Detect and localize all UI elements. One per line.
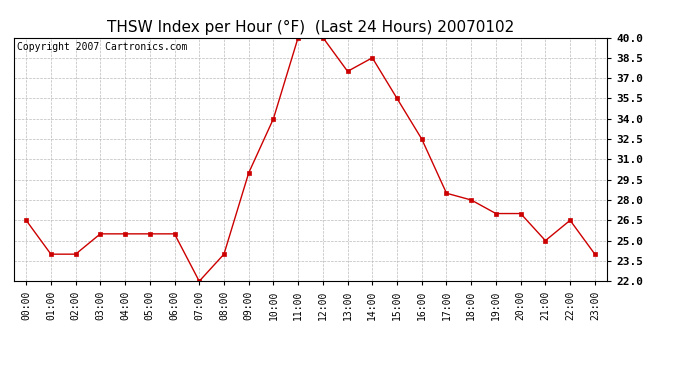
Text: Copyright 2007 Cartronics.com: Copyright 2007 Cartronics.com bbox=[17, 42, 187, 52]
Title: THSW Index per Hour (°F)  (Last 24 Hours) 20070102: THSW Index per Hour (°F) (Last 24 Hours)… bbox=[107, 20, 514, 35]
